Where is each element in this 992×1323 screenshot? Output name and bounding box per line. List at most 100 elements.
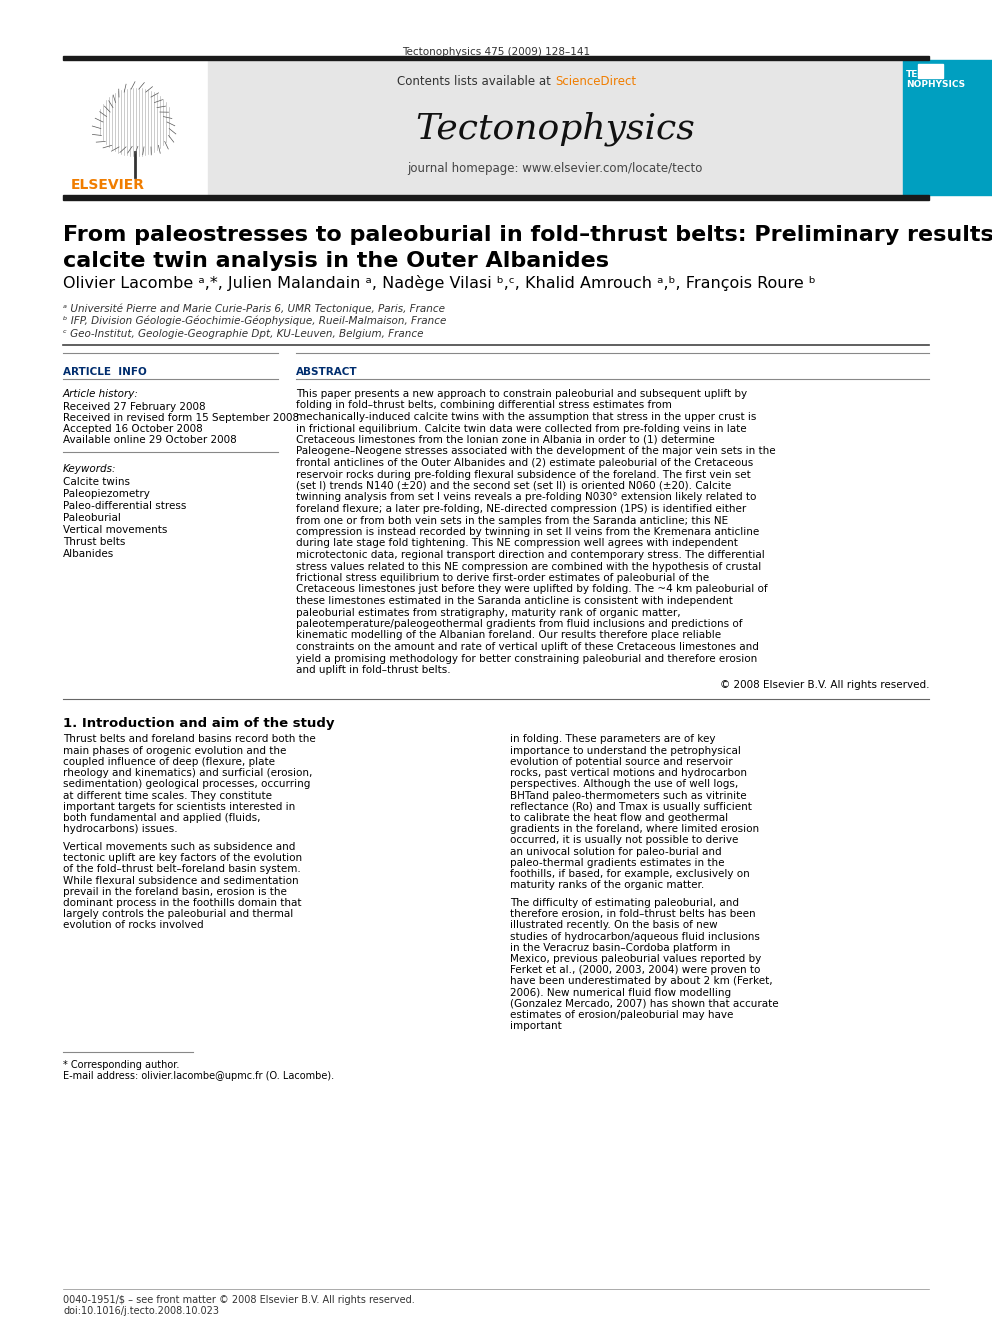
Text: 0040-1951/$ – see front matter © 2008 Elsevier B.V. All rights reserved.: 0040-1951/$ – see front matter © 2008 El… — [63, 1295, 415, 1304]
Text: studies of hydrocarbon/aqueous fluid inclusions: studies of hydrocarbon/aqueous fluid inc… — [510, 931, 760, 942]
Text: reservoir rocks during pre-folding flexural subsidence of the foreland. The firs: reservoir rocks during pre-folding flexu… — [296, 470, 751, 479]
Text: Article history:: Article history: — [63, 389, 139, 400]
Text: Vertical movements such as subsidence and: Vertical movements such as subsidence an… — [63, 841, 296, 852]
Text: constraints on the amount and rate of vertical uplift of these Cretaceous limest: constraints on the amount and rate of ve… — [296, 642, 759, 652]
Text: Cretaceous limestones just before they were uplifted by folding. The ~4 km paleo: Cretaceous limestones just before they w… — [296, 585, 768, 594]
Text: importance to understand the petrophysical: importance to understand the petrophysic… — [510, 746, 741, 755]
Text: folding in fold–thrust belts, combining differential stress estimates from: folding in fold–thrust belts, combining … — [296, 401, 672, 410]
Text: This paper presents a new approach to constrain paleoburial and subsequent uplif: This paper presents a new approach to co… — [296, 389, 747, 400]
Text: from one or from both vein sets in the samples from the Saranda anticline; this : from one or from both vein sets in the s… — [296, 516, 728, 525]
Bar — [918, 64, 943, 78]
Text: Calcite twins: Calcite twins — [63, 478, 130, 487]
Text: Ferket et al., (2000, 2003, 2004) were proven to: Ferket et al., (2000, 2003, 2004) were p… — [510, 966, 761, 975]
Text: Paleopiezometry: Paleopiezometry — [63, 490, 150, 499]
Text: to calibrate the heat flow and geothermal: to calibrate the heat flow and geotherma… — [510, 812, 728, 823]
Text: ELSEVIER: ELSEVIER — [71, 179, 145, 192]
Text: doi:10.1016/j.tecto.2008.10.023: doi:10.1016/j.tecto.2008.10.023 — [63, 1306, 219, 1316]
Text: Mexico, previous paleoburial values reported by: Mexico, previous paleoburial values repo… — [510, 954, 761, 964]
Text: compression is instead recorded by twinning in set II veins from the Kremenara a: compression is instead recorded by twinn… — [296, 527, 759, 537]
Text: 2006). New numerical fluid flow modelling: 2006). New numerical fluid flow modellin… — [510, 988, 731, 998]
Text: Cretaceous limestones from the Ionian zone in Albania in order to (1) determine: Cretaceous limestones from the Ionian zo… — [296, 435, 715, 445]
Text: foreland flexure; a later pre-folding, NE-directed compression (1PS) is identifi: foreland flexure; a later pre-folding, N… — [296, 504, 746, 515]
Text: While flexural subsidence and sedimentation: While flexural subsidence and sedimentat… — [63, 876, 299, 885]
Text: E-mail address: olivier.lacombe@upmc.fr (O. Lacombe).: E-mail address: olivier.lacombe@upmc.fr … — [63, 1072, 334, 1081]
Text: ARTICLE  INFO: ARTICLE INFO — [63, 366, 147, 377]
Text: ᵃ Université Pierre and Marie Curie-Paris 6, UMR Tectonique, Paris, France: ᵃ Université Pierre and Marie Curie-Pari… — [63, 303, 445, 314]
Text: of the fold–thrust belt–foreland basin system.: of the fold–thrust belt–foreland basin s… — [63, 864, 301, 875]
Text: Paleoburial: Paleoburial — [63, 513, 121, 523]
Text: these limestones estimated in the Saranda anticline is consistent with independe: these limestones estimated in the Sarand… — [296, 595, 733, 606]
Text: Thrust belts and foreland basins record both the: Thrust belts and foreland basins record … — [63, 734, 315, 745]
Text: largely controls the paleoburial and thermal: largely controls the paleoburial and the… — [63, 909, 294, 919]
Text: microtectonic data, regional transport direction and contemporary stress. The di: microtectonic data, regional transport d… — [296, 550, 765, 560]
Text: Albanides: Albanides — [63, 549, 114, 560]
Text: prevail in the foreland basin, erosion is the: prevail in the foreland basin, erosion i… — [63, 886, 287, 897]
Text: tectonic uplift are key factors of the evolution: tectonic uplift are key factors of the e… — [63, 853, 303, 863]
Text: in folding. These parameters are of key: in folding. These parameters are of key — [510, 734, 715, 745]
Text: foothills, if based, for example, exclusively on: foothills, if based, for example, exclus… — [510, 869, 750, 878]
Text: at different time scales. They constitute: at different time scales. They constitut… — [63, 791, 272, 800]
Bar — [208, 60, 903, 194]
Bar — [63, 56, 929, 60]
Text: Accepted 16 October 2008: Accepted 16 October 2008 — [63, 423, 202, 434]
Text: rheology and kinematics) and surficial (erosion,: rheology and kinematics) and surficial (… — [63, 769, 312, 778]
Text: frictional stress equilibrium to derive first-order estimates of paleoburial of : frictional stress equilibrium to derive … — [296, 573, 709, 583]
Bar — [903, 60, 992, 194]
Text: From paleostresses to paleoburial in fold–thrust belts: Preliminary results from: From paleostresses to paleoburial in fol… — [63, 225, 992, 245]
Text: journal homepage: www.elsevier.com/locate/tecto: journal homepage: www.elsevier.com/locat… — [408, 161, 702, 175]
Text: ᵇ IFP, Division Géologie-Géochimie-Géophysique, Rueil-Malmaison, France: ᵇ IFP, Division Géologie-Géochimie-Géoph… — [63, 316, 446, 327]
Text: TECTO-: TECTO- — [906, 70, 942, 79]
Text: 1. Introduction and aim of the study: 1. Introduction and aim of the study — [63, 717, 334, 729]
Text: therefore erosion, in fold–thrust belts has been: therefore erosion, in fold–thrust belts … — [510, 909, 756, 919]
Text: in the Veracruz basin–Cordoba platform in: in the Veracruz basin–Cordoba platform i… — [510, 943, 730, 953]
Text: frontal anticlines of the Outer Albanides and (2) estimate paleoburial of the Cr: frontal anticlines of the Outer Albanide… — [296, 458, 753, 468]
Text: paleoburial estimates from stratigraphy, maturity rank of organic matter,: paleoburial estimates from stratigraphy,… — [296, 607, 681, 618]
Text: perspectives. Although the use of well logs,: perspectives. Although the use of well l… — [510, 779, 738, 790]
Text: The difficulty of estimating paleoburial, and: The difficulty of estimating paleoburial… — [510, 898, 739, 908]
Text: * Corresponding author.: * Corresponding author. — [63, 1061, 180, 1070]
Text: © 2008 Elsevier B.V. All rights reserved.: © 2008 Elsevier B.V. All rights reserved… — [719, 680, 929, 691]
Text: Tectonophysics: Tectonophysics — [415, 112, 694, 147]
Text: important: important — [510, 1021, 561, 1031]
Text: Olivier Lacombe ᵃ,*, Julien Malandain ᵃ, Nadège Vilasi ᵇ,ᶜ, Khalid Amrouch ᵃ,ᵇ, : Olivier Lacombe ᵃ,*, Julien Malandain ᵃ,… — [63, 275, 815, 291]
Text: an univocal solution for paleo-burial and: an univocal solution for paleo-burial an… — [510, 847, 721, 856]
Text: during late stage fold tightening. This NE compression well agrees with independ: during late stage fold tightening. This … — [296, 538, 738, 549]
Text: Vertical movements: Vertical movements — [63, 525, 168, 534]
Bar — [63, 60, 208, 194]
Text: dominant process in the foothills domain that: dominant process in the foothills domain… — [63, 898, 302, 908]
Text: maturity ranks of the organic matter.: maturity ranks of the organic matter. — [510, 880, 704, 890]
Text: Paleo-differential stress: Paleo-differential stress — [63, 501, 186, 511]
Text: Keywords:: Keywords: — [63, 464, 116, 474]
Text: ScienceDirect: ScienceDirect — [555, 75, 636, 89]
Text: ABSTRACT: ABSTRACT — [296, 366, 358, 377]
Text: paleotemperature/paleogeothermal gradients from fluid inclusions and predictions: paleotemperature/paleogeothermal gradien… — [296, 619, 742, 628]
Text: occurred, it is usually not possible to derive: occurred, it is usually not possible to … — [510, 835, 738, 845]
Text: stress values related to this NE compression are combined with the hypothesis of: stress values related to this NE compres… — [296, 561, 761, 572]
Text: reflectance (Ro) and Tmax is usually sufficient: reflectance (Ro) and Tmax is usually suf… — [510, 802, 752, 812]
Text: Available online 29 October 2008: Available online 29 October 2008 — [63, 435, 237, 445]
Text: mechanically-induced calcite twins with the assumption that stress in the upper : mechanically-induced calcite twins with … — [296, 411, 756, 422]
Text: sedimentation) geological processes, occurring: sedimentation) geological processes, occ… — [63, 779, 310, 790]
Text: Received in revised form 15 September 2008: Received in revised form 15 September 20… — [63, 413, 300, 423]
Text: Received 27 February 2008: Received 27 February 2008 — [63, 402, 205, 411]
Text: Tectonophysics 475 (2009) 128–141: Tectonophysics 475 (2009) 128–141 — [402, 48, 590, 57]
Text: kinematic modelling of the Albanian foreland. Our results therefore place reliab: kinematic modelling of the Albanian fore… — [296, 631, 721, 640]
Text: estimates of erosion/paleoburial may have: estimates of erosion/paleoburial may hav… — [510, 1009, 733, 1020]
Text: important targets for scientists interested in: important targets for scientists interes… — [63, 802, 296, 812]
Text: hydrocarbons) issues.: hydrocarbons) issues. — [63, 824, 178, 833]
Text: paleo-thermal gradients estimates in the: paleo-thermal gradients estimates in the — [510, 857, 724, 868]
Text: calcite twin analysis in the Outer Albanides: calcite twin analysis in the Outer Alban… — [63, 251, 609, 271]
Text: rocks, past vertical motions and hydrocarbon: rocks, past vertical motions and hydroca… — [510, 769, 747, 778]
Text: evolution of rocks involved: evolution of rocks involved — [63, 921, 203, 930]
Text: twinning analysis from set I veins reveals a pre-folding N030° extension likely : twinning analysis from set I veins revea… — [296, 492, 756, 503]
Text: (set I) trends N140 (±20) and the second set (set II) is oriented N060 (±20). Ca: (set I) trends N140 (±20) and the second… — [296, 482, 731, 491]
Text: illustrated recently. On the basis of new: illustrated recently. On the basis of ne… — [510, 921, 717, 930]
Text: have been underestimated by about 2 km (Ferket,: have been underestimated by about 2 km (… — [510, 976, 773, 987]
Text: both fundamental and applied (fluids,: both fundamental and applied (fluids, — [63, 812, 261, 823]
Text: Contents lists available at: Contents lists available at — [398, 75, 555, 89]
Text: gradients in the foreland, where limited erosion: gradients in the foreland, where limited… — [510, 824, 759, 833]
Text: NOPHYSICS: NOPHYSICS — [906, 79, 965, 89]
Text: and uplift in fold–thrust belts.: and uplift in fold–thrust belts. — [296, 665, 450, 675]
Text: Paleogene–Neogene stresses associated with the development of the major vein set: Paleogene–Neogene stresses associated wi… — [296, 446, 776, 456]
Text: evolution of potential source and reservoir: evolution of potential source and reserv… — [510, 757, 733, 767]
